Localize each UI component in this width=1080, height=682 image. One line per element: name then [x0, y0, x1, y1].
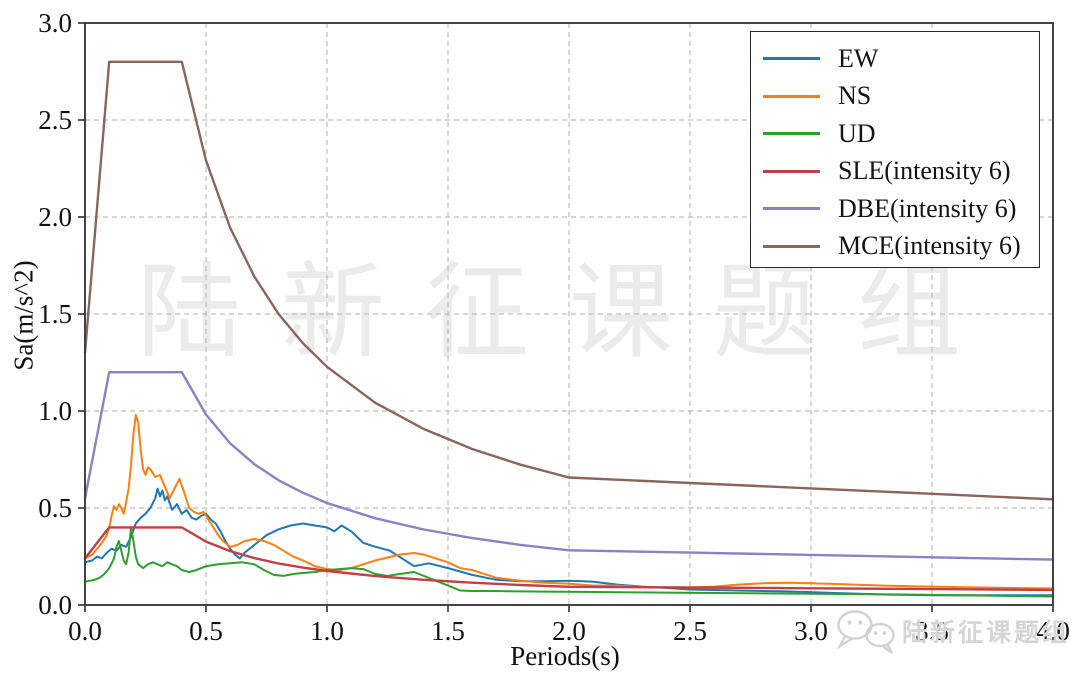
- legend-item-mce: MCE(intensity 6): [751, 228, 1039, 266]
- legend-label-ud: UD: [838, 118, 876, 148]
- y-tick-label: 0.5: [38, 493, 72, 523]
- legend-item-sle: SLE(intensity 6): [751, 153, 1039, 191]
- x-tick-label: 1.5: [431, 616, 465, 646]
- watermark-badge: 陆新征课题组: [830, 606, 1070, 656]
- legend-line-swatch-ud: [763, 132, 820, 136]
- y-tick-label: 0.0: [38, 590, 72, 620]
- series-line-sle: [83, 526, 1055, 592]
- x-tick-label: 0.5: [189, 616, 223, 646]
- y-tick-label: 3.0: [38, 8, 72, 38]
- y-tick-label: 1.0: [38, 396, 72, 426]
- legend-line-swatch-ew: [763, 57, 820, 61]
- x-axis-title: Periods(s): [510, 641, 620, 671]
- x-tick-label: 3.0: [794, 616, 828, 646]
- legend-label-mce: MCE(intensity 6): [838, 231, 1021, 261]
- legend-line-swatch-dbe: [763, 207, 820, 211]
- legend-item-ew: EW: [751, 40, 1039, 78]
- y-axis-title: Sa(m/s^2): [8, 260, 39, 371]
- y-tick-label: 2.0: [38, 202, 72, 232]
- y-tick-label: 1.5: [38, 299, 72, 329]
- watermark-badge-text: 陆新征课题组: [902, 619, 1071, 647]
- legend-line-swatch-ns: [763, 94, 820, 98]
- legend-line-swatch-mce: [763, 244, 820, 248]
- x-tick-label: 4.0: [1036, 616, 1070, 646]
- wechat-chat-bubbles-icon: [837, 610, 895, 654]
- series-line-mce: [83, 60, 1055, 501]
- legend-item-dbe: DBE(intensity 6): [751, 190, 1039, 228]
- y-tick-label: 2.5: [38, 105, 72, 135]
- series-line-ud: [84, 526, 1054, 598]
- legend-item-ud: UD: [751, 115, 1039, 153]
- chart-legend: EW NS UD SLE(intensity 6) DBE(intensity 6) MC…: [750, 31, 1040, 268]
- legend-item-ns: NS: [751, 78, 1039, 116]
- x-tick-label: 3.5: [915, 616, 949, 646]
- series-line-ew: [84, 487, 1054, 597]
- x-tick-label: 0.0: [68, 616, 102, 646]
- series-line-dbe: [83, 371, 1055, 561]
- x-tick-label: 1.0: [310, 616, 344, 646]
- legend-label-ew: EW: [838, 43, 879, 73]
- legend-label-dbe: DBE(intensity 6): [838, 193, 1017, 223]
- legend-line-swatch-sle: [763, 169, 820, 173]
- x-tick-label: 2.5: [673, 616, 707, 646]
- plot-border: [84, 22, 1054, 606]
- legend-label-ns: NS: [838, 81, 872, 111]
- series-line-ns: [84, 413, 1054, 590]
- legend-label-sle: SLE(intensity 6): [838, 156, 1011, 186]
- x-tick-label: 2.0: [552, 616, 586, 646]
